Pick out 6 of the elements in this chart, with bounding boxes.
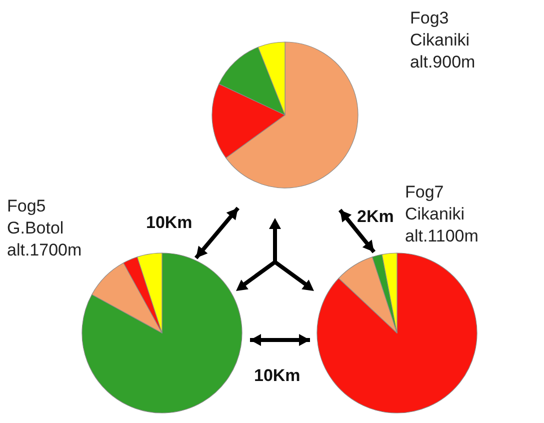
text: 10Km xyxy=(254,366,300,385)
text: Fog3 Cikaniki alt.900m xyxy=(410,8,476,72)
text: 10Km xyxy=(146,213,192,232)
chart-title: Fog7 Cikaniki alt.1100m xyxy=(405,182,478,246)
text: 2Km xyxy=(357,207,394,226)
chart-title: Fog5 G.Botol alt.1700m xyxy=(7,196,82,260)
